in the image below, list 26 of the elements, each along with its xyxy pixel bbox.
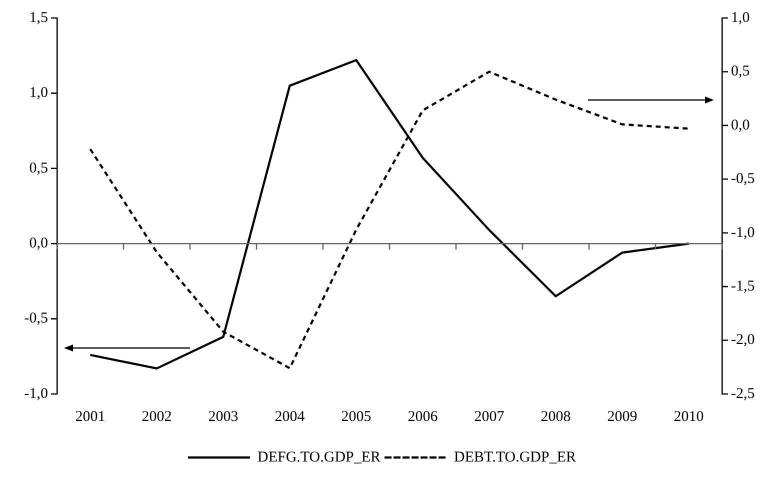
y-tick-label: 0,5 — [29, 160, 48, 176]
y2-tick-label: -2,0 — [731, 332, 755, 348]
y-tick-label: -1,0 — [24, 386, 48, 402]
x-tick-label: 2001 — [75, 408, 106, 425]
y2-tick-label: -1,5 — [731, 278, 755, 295]
y-tick-label: 1,0 — [29, 85, 48, 102]
y2-tick-label: 1,0 — [731, 10, 750, 26]
y2-tick-label: 0,0 — [731, 117, 750, 134]
y-tick-label: 1,5 — [29, 10, 48, 26]
legend-label: DEBT.TO.GDP_ER — [454, 449, 576, 466]
x-tick-label: 2007 — [474, 408, 505, 425]
y2-tick-label: -2,5 — [731, 386, 755, 402]
x-tick-label: 2009 — [607, 408, 638, 425]
legend-label: DEFG.TO.GDP_ER — [257, 449, 381, 466]
y2-tick-label: -1,0 — [731, 224, 755, 241]
x-tick-label: 2003 — [208, 408, 238, 425]
y2-tick-label: -0,5 — [731, 171, 755, 188]
x-tick-label: 2004 — [274, 408, 306, 425]
x-tick-label: 2006 — [408, 408, 438, 425]
y2-tick-label: 0,5 — [731, 64, 750, 80]
x-tick-label: 2008 — [540, 408, 571, 425]
x-tick-label: 2005 — [341, 408, 372, 425]
y-tick-label: -0,5 — [24, 310, 48, 327]
y-tick-label: 0,0 — [29, 236, 48, 252]
x-tick-label: 2010 — [674, 408, 704, 425]
x-tick-label: 2002 — [142, 408, 172, 425]
